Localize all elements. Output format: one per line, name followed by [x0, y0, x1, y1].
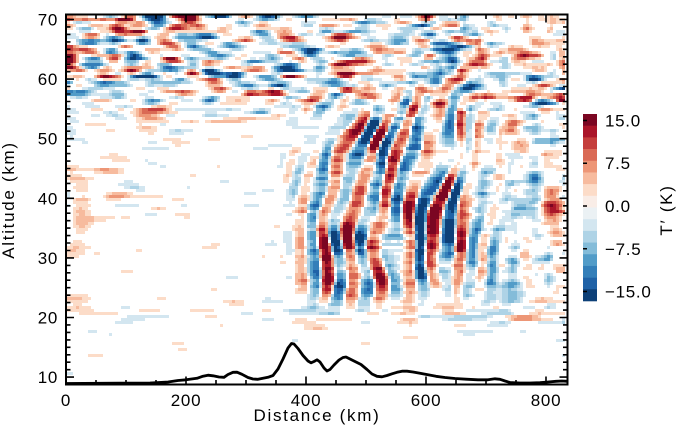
- svg-text:0.0: 0.0: [605, 197, 631, 216]
- svg-text:Distance (km): Distance (km): [254, 406, 381, 425]
- svg-text:70: 70: [38, 11, 58, 30]
- svg-text:60: 60: [38, 70, 58, 89]
- svg-text:−7.5: −7.5: [605, 240, 641, 259]
- svg-text:10: 10: [38, 368, 58, 387]
- svg-text:50: 50: [38, 130, 58, 149]
- svg-text:0: 0: [61, 391, 71, 410]
- svg-text:400: 400: [291, 391, 321, 410]
- svg-text:600: 600: [411, 391, 441, 410]
- svg-text:−15.0: −15.0: [605, 283, 652, 302]
- svg-text:40: 40: [38, 189, 58, 208]
- svg-text:Altitude (km): Altitude (km): [0, 141, 18, 259]
- svg-text:T′ (K): T′ (K): [657, 184, 676, 235]
- svg-text:200: 200: [171, 391, 201, 410]
- svg-text:15.0: 15.0: [605, 112, 641, 131]
- svg-text:800: 800: [531, 391, 561, 410]
- svg-text:7.5: 7.5: [605, 154, 631, 173]
- svg-text:20: 20: [38, 309, 58, 328]
- svg-text:30: 30: [38, 249, 58, 268]
